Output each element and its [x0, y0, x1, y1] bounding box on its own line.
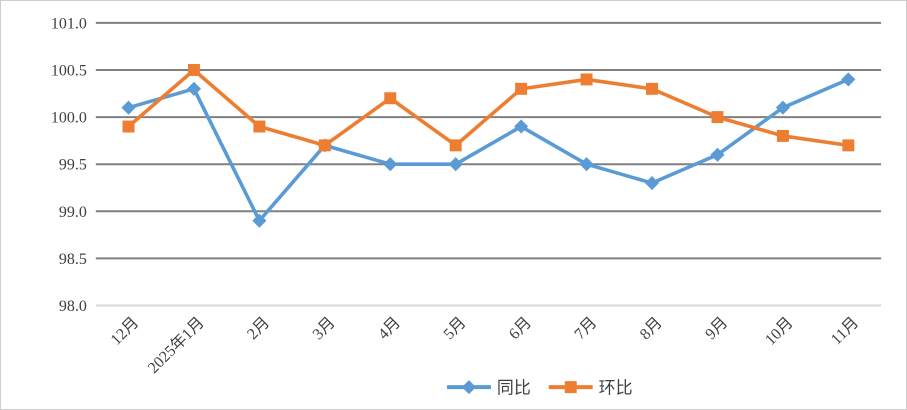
- data-point-square: [122, 120, 135, 133]
- legend-item-同比: 同比: [447, 379, 531, 398]
- x-tick-label: 12月: [108, 314, 143, 349]
- y-tick-label: 99.0: [59, 204, 87, 221]
- data-point-diamond: [514, 119, 529, 134]
- data-point-square: [711, 111, 724, 124]
- data-point-diamond: [448, 157, 463, 172]
- legend-label: 同比: [497, 379, 531, 398]
- data-point-square: [449, 139, 462, 152]
- data-point-diamond: [775, 100, 790, 115]
- x-tick-label: 8月: [637, 314, 666, 343]
- series-环比: [122, 64, 855, 152]
- data-point-square: [515, 82, 528, 95]
- x-tick-label: 2025年1月: [144, 314, 208, 377]
- y-tick-label: 98.5: [59, 251, 87, 268]
- data-point-diamond: [710, 147, 725, 162]
- x-tick-label: 5月: [441, 314, 470, 343]
- data-point-diamond: [186, 81, 202, 96]
- data-point-square: [384, 92, 397, 105]
- legend-label: 环比: [599, 379, 633, 398]
- x-tick-label: 10月: [762, 314, 797, 349]
- x-tick-label: 9月: [702, 314, 731, 343]
- data-point-square: [187, 64, 200, 76]
- y-tick-label: 98.0: [59, 298, 87, 315]
- data-point-square: [646, 82, 659, 95]
- series-同比: [121, 72, 856, 228]
- data-point-square: [564, 381, 577, 394]
- x-axis-tick-labels: 12月 2025年1月 2月 3月 4月 5月 6月 7月 8月 9月 10月 11月: [108, 314, 862, 377]
- y-tick-label: 100.0: [51, 110, 87, 127]
- x-tick-label: 6月: [506, 314, 535, 343]
- y-tick-label: 101.0: [51, 15, 87, 32]
- series-line: [126, 68, 851, 148]
- x-tick-label: 11月: [828, 314, 862, 348]
- data-point-diamond: [841, 72, 856, 87]
- data-point-square: [580, 73, 593, 86]
- series-line: [126, 77, 851, 223]
- x-tick-label: 2月: [244, 314, 273, 343]
- chart-legend: 同比 环比: [447, 379, 633, 398]
- data-point-square: [253, 120, 266, 133]
- data-point-diamond: [461, 380, 477, 395]
- data-point-diamond: [121, 100, 136, 115]
- x-tick-label: 7月: [571, 314, 600, 343]
- data-point-diamond: [252, 213, 267, 228]
- data-point-square: [776, 129, 789, 142]
- y-tick-label: 99.5: [59, 157, 87, 174]
- gridlines: [95, 21, 882, 307]
- data-point-diamond: [383, 157, 398, 172]
- y-axis-tick-labels: 98.0 98.5 99.0 99.5 100.0 100.5 101.0: [51, 15, 87, 315]
- legend-item-环比: 环比: [548, 379, 633, 398]
- data-point-diamond: [579, 157, 594, 172]
- x-tick-label: 3月: [310, 314, 339, 343]
- x-tick-label: 4月: [375, 314, 404, 343]
- data-point-square: [842, 139, 855, 152]
- data-point-square: [318, 139, 331, 152]
- data-point-diamond: [644, 176, 660, 191]
- y-tick-label: 100.5: [51, 62, 87, 79]
